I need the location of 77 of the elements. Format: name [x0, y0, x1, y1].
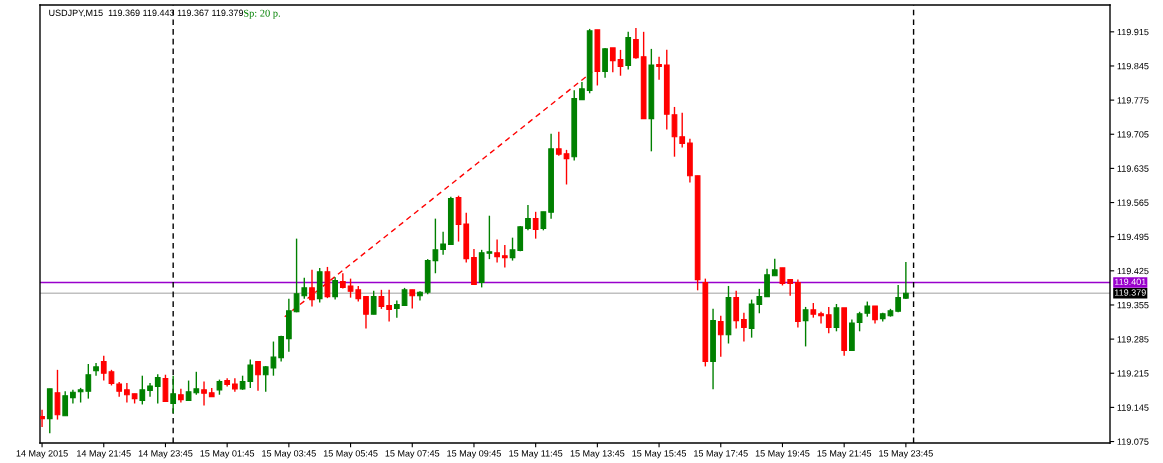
candlestick — [501, 244, 508, 269]
candlestick — [540, 211, 547, 232]
candlestick — [555, 131, 562, 157]
y-tick-label: 119.215 — [1117, 370, 1149, 377]
candlestick — [201, 380, 207, 407]
y-tick-label: 119.635 — [1117, 165, 1149, 172]
candlestick — [509, 236, 516, 262]
y-tick-label: 119.425 — [1117, 267, 1149, 275]
x-tick-label: 15 May 07:45 — [385, 450, 440, 459]
candlestick — [370, 290, 377, 315]
candlestick — [833, 303, 840, 333]
candlestick — [139, 374, 146, 406]
candlestick — [602, 47, 608, 79]
x-tick-label: 14 May 2015 — [16, 450, 68, 459]
candlestick — [656, 56, 662, 81]
candlestick — [563, 149, 570, 186]
candlestick — [617, 49, 624, 77]
candlestick — [717, 315, 724, 358]
candlestick — [386, 289, 392, 323]
x-tick-label: 14 May 21:45 — [77, 450, 131, 459]
x-tick-label: 15 May 11:45 — [509, 450, 563, 459]
y-tick-label: 119.145 — [1117, 404, 1149, 411]
candlestick — [532, 211, 539, 240]
candlestick — [609, 47, 616, 74]
candlestick — [825, 306, 832, 334]
candlestick — [100, 354, 107, 382]
candlestick — [733, 290, 740, 330]
y-tick-label: 119.075 — [1117, 438, 1149, 445]
candlestick — [162, 374, 169, 403]
candlestick — [40, 409, 45, 428]
x-tick-label: 15 May 03:45 — [262, 450, 316, 459]
candlestick — [895, 284, 902, 313]
y-tick-label: 119.915 — [1117, 28, 1149, 36]
candlestick — [409, 289, 416, 310]
candlestick — [903, 261, 909, 300]
candlestick — [124, 382, 130, 404]
x-tick-label: 14 May 23:45 — [138, 450, 193, 459]
candlestick — [278, 334, 285, 363]
candlestick — [393, 299, 400, 319]
candlestick — [802, 306, 809, 348]
candlestick — [255, 360, 261, 392]
y-tick-label: 119.285 — [1117, 336, 1149, 343]
x-tick-label: 15 May 23:45 — [879, 450, 933, 459]
x-tick-label: 15 May 19:45 — [755, 450, 810, 459]
x-tick-label: 15 May 15:45 — [632, 450, 687, 459]
annotation: Sp: 20 p. — [244, 9, 280, 19]
y-tick-label: 119.565 — [1117, 199, 1149, 206]
candlestick — [62, 390, 69, 417]
x-tick-label: 15 May 05:45 — [323, 450, 378, 459]
candlestick — [332, 276, 339, 301]
candlestick — [818, 311, 824, 325]
candlestick — [764, 268, 770, 298]
candlestick — [154, 373, 161, 405]
candlestick — [787, 278, 794, 297]
x-tick-label: 15 May 21:45 — [817, 450, 872, 459]
candlestick — [633, 27, 639, 60]
y-tick-label: 119.775 — [1117, 97, 1149, 104]
x-tick-label: 15 May 01:45 — [200, 450, 255, 459]
ref-line-label: 119.379 — [1114, 289, 1146, 296]
x-tick-label: 15 May 17:45 — [694, 450, 748, 459]
y-tick-label: 119.355 — [1117, 301, 1149, 309]
candlestick — [170, 374, 177, 414]
candlestick — [494, 238, 500, 264]
candlestick — [741, 312, 747, 343]
y-tick-label: 119.845 — [1117, 62, 1149, 70]
candlestick — [378, 289, 385, 310]
x-tick-label: 15 May 13:45 — [570, 450, 625, 459]
candlestick — [525, 204, 531, 232]
y-tick-label: 119.705 — [1117, 131, 1149, 138]
ref-line-label: 119.401 — [1114, 278, 1146, 285]
candlestick — [679, 112, 686, 149]
x-tick-label: 15 May 09:45 — [447, 450, 501, 459]
candlestick — [363, 295, 369, 330]
candlestick — [309, 269, 315, 308]
candlestick — [440, 231, 446, 256]
candlestick — [417, 290, 423, 302]
y-tick-label: 119.495 — [1117, 233, 1149, 241]
